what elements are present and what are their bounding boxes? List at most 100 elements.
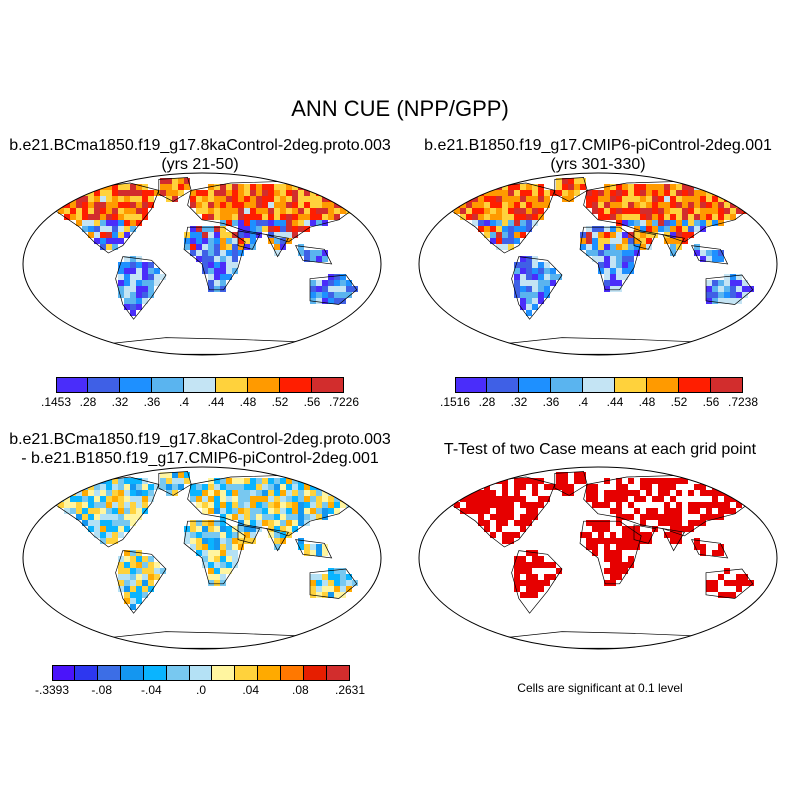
- grid-cell: [268, 478, 274, 484]
- grid-cell: [640, 538, 646, 544]
- grid-cell: [136, 562, 142, 568]
- grid-cell: [52, 202, 58, 208]
- grid-cell: [718, 196, 724, 202]
- grid-cell: [514, 496, 520, 502]
- grid-cell: [742, 202, 748, 208]
- coastline-africa: [183, 226, 246, 291]
- grid-cell: [220, 268, 226, 274]
- grid-cell: [694, 520, 700, 526]
- grid-cell: [76, 208, 82, 214]
- grid-cell: [148, 202, 154, 208]
- grid-cell: [232, 190, 238, 196]
- grid-cell: [124, 208, 130, 214]
- grid-cell: [658, 496, 664, 502]
- grid-cell: [688, 220, 694, 226]
- grid-cell: [718, 286, 724, 292]
- grid-cell: [226, 190, 232, 196]
- grid-cell: [292, 220, 298, 226]
- grid-cell: [664, 184, 670, 190]
- grid-cell: [298, 502, 304, 508]
- grid-cell: [118, 190, 124, 196]
- grid-cell: [712, 208, 718, 214]
- map-panel-4: [418, 466, 778, 650]
- panel-4-title-line1: T-Test of two Case means at each grid po…: [443, 441, 757, 458]
- grid-cell: [220, 214, 226, 220]
- grid-cell: [514, 190, 520, 196]
- grid-cell: [334, 490, 340, 496]
- grid-cell: [694, 244, 700, 250]
- grid-cell: [328, 202, 334, 208]
- grid-cell: [580, 244, 586, 250]
- grid-cell: [610, 556, 616, 562]
- grid-cell: [598, 196, 604, 202]
- grid-cell: [520, 502, 526, 508]
- grid-cell: [346, 574, 352, 580]
- grid-cell: [118, 490, 124, 496]
- grid-cell: [634, 244, 640, 250]
- grid-cell: [670, 238, 676, 244]
- grid-cell: [658, 208, 664, 214]
- grid-cell: [730, 184, 736, 190]
- grid-cell: [610, 580, 616, 586]
- grid-cell: [700, 256, 706, 262]
- grid-cell: [214, 268, 220, 274]
- grid-cell: [520, 262, 526, 268]
- grid-cell: [94, 226, 100, 232]
- grid-cell: [622, 202, 628, 208]
- grid-cell: [220, 520, 226, 526]
- grid-cell: [244, 520, 250, 526]
- grid-cell: [124, 502, 130, 508]
- grid-cell: [130, 292, 136, 298]
- grid-cell: [514, 574, 520, 580]
- grid-cell: [214, 232, 220, 238]
- grid-cell: [514, 586, 520, 592]
- grid-cell: [244, 190, 250, 196]
- grid-cell: [640, 208, 646, 214]
- grid-cell: [274, 508, 280, 514]
- grid-cell: [136, 298, 142, 304]
- grid-cell: [742, 292, 748, 298]
- grid-cell: [454, 484, 460, 490]
- grid-cell: [478, 490, 484, 496]
- grid-cell: [94, 238, 100, 244]
- grid-cell: [724, 508, 730, 514]
- grid-cell: [130, 508, 136, 514]
- grid-cell: [106, 208, 112, 214]
- grid-cell: [700, 550, 706, 556]
- grid-cell: [340, 568, 346, 574]
- grid-cell: [310, 496, 316, 502]
- grid-cell: [220, 190, 226, 196]
- grid-cell: [346, 190, 352, 196]
- grid-cell: [346, 202, 352, 208]
- grid-cell: [178, 484, 184, 490]
- grid-cell: [532, 562, 538, 568]
- grid-cell: [244, 484, 250, 490]
- grid-cell: [598, 502, 604, 508]
- grid-cell: [142, 490, 148, 496]
- grid-cell: [334, 592, 340, 598]
- grid-cell: [718, 250, 724, 256]
- grid-cell: [508, 514, 514, 520]
- panel-3-title: b.e21.BCma1850.f19_g17.8kaControl-2deg.p…: [0, 430, 400, 468]
- grid-cell: [604, 232, 610, 238]
- grid-cell: [244, 226, 250, 232]
- grid-cell: [94, 214, 100, 220]
- grid-cell: [328, 298, 334, 304]
- grid-cell: [130, 550, 136, 556]
- grid-cell: [472, 490, 478, 496]
- grid-cell: [664, 214, 670, 220]
- grid-cell: [202, 196, 208, 202]
- grid-cell: [490, 238, 496, 244]
- grid-cell: [232, 244, 238, 250]
- grid-cell: [496, 502, 502, 508]
- grid-cell: [340, 196, 346, 202]
- grid-cell: [220, 532, 226, 538]
- grid-cell: [208, 544, 214, 550]
- grid-cell: [586, 532, 592, 538]
- grid-cell: [514, 262, 520, 268]
- grid-cell: [244, 478, 250, 484]
- grid-cell: [286, 478, 292, 484]
- grid-cell: [172, 478, 178, 484]
- grid-cell: [328, 208, 334, 214]
- grid-cell: [496, 232, 502, 238]
